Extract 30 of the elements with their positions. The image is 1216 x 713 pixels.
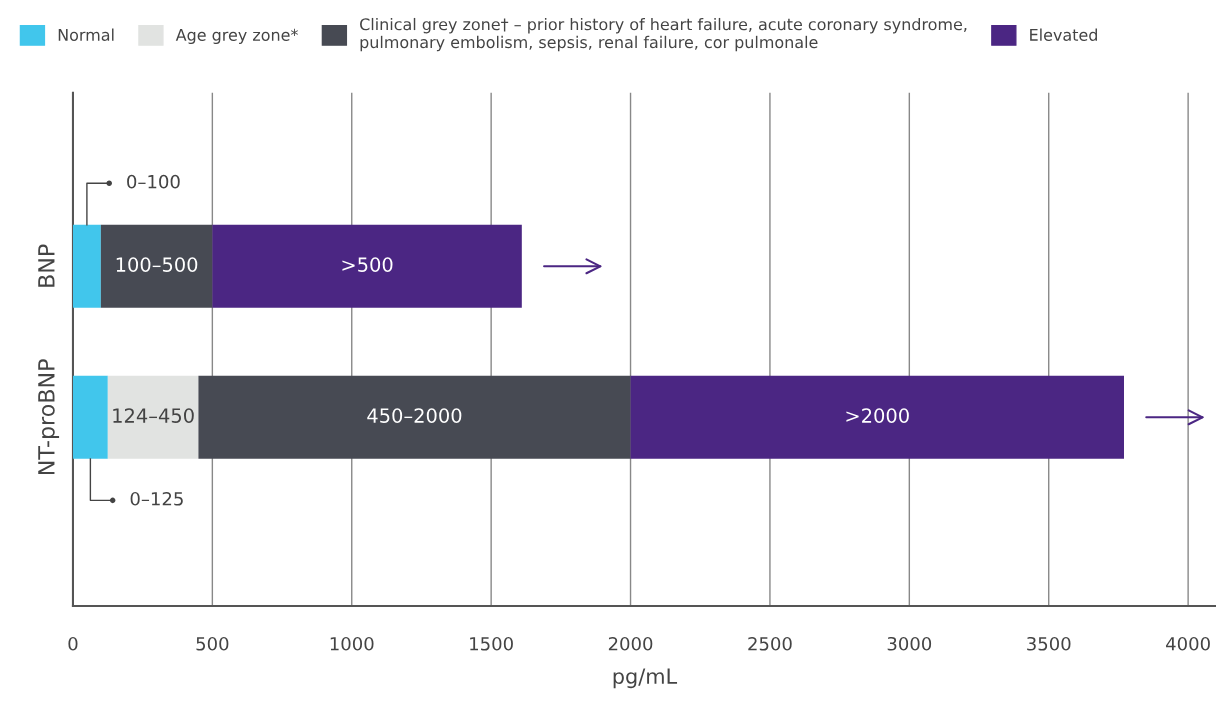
data-label: 0–125: [130, 491, 183, 506]
bar: [198, 375, 631, 459]
x-tick-label: 2500: [748, 636, 792, 651]
bar: [100, 224, 213, 308]
bar: [72, 224, 101, 308]
x-tick-label: 500: [196, 636, 229, 651]
bar: [72, 375, 108, 459]
x-tick-label: 0: [68, 636, 78, 651]
data-label: 450–2000: [367, 408, 462, 423]
bar: [630, 375, 1124, 459]
x-tick-label: 4000: [1166, 636, 1210, 651]
legend-label: Clinical grey zone† – prior history of heart failure, acute coronary syndrome, pulmonary embolism, sepsis, renal failure, cor pulmonale: [360, 17, 967, 52]
legend-label: Normal: [58, 28, 114, 41]
x-axis-title: pg/mL: [613, 668, 678, 689]
data-label: >2000: [846, 408, 909, 423]
x-tick-label: 2000: [608, 636, 653, 651]
x-tick-label: 3000: [887, 636, 932, 651]
bar: [107, 375, 199, 459]
y-tick-label: BNP: [38, 244, 55, 287]
bar: [212, 224, 522, 308]
data-label: 124–450: [113, 408, 194, 423]
data-label: >500: [342, 257, 393, 272]
x-tick-label: 1500: [470, 636, 513, 651]
data-label: 100–500: [116, 257, 198, 272]
y-tick-label: NT-proBNP: [38, 359, 60, 475]
legend-label: Age grey zone*: [175, 28, 298, 44]
legend-label: Elevated: [1030, 28, 1097, 41]
x-tick-label: 1000: [330, 636, 374, 651]
x-tick-label: 3500: [1027, 636, 1071, 651]
data-label: 0–100: [127, 174, 180, 189]
